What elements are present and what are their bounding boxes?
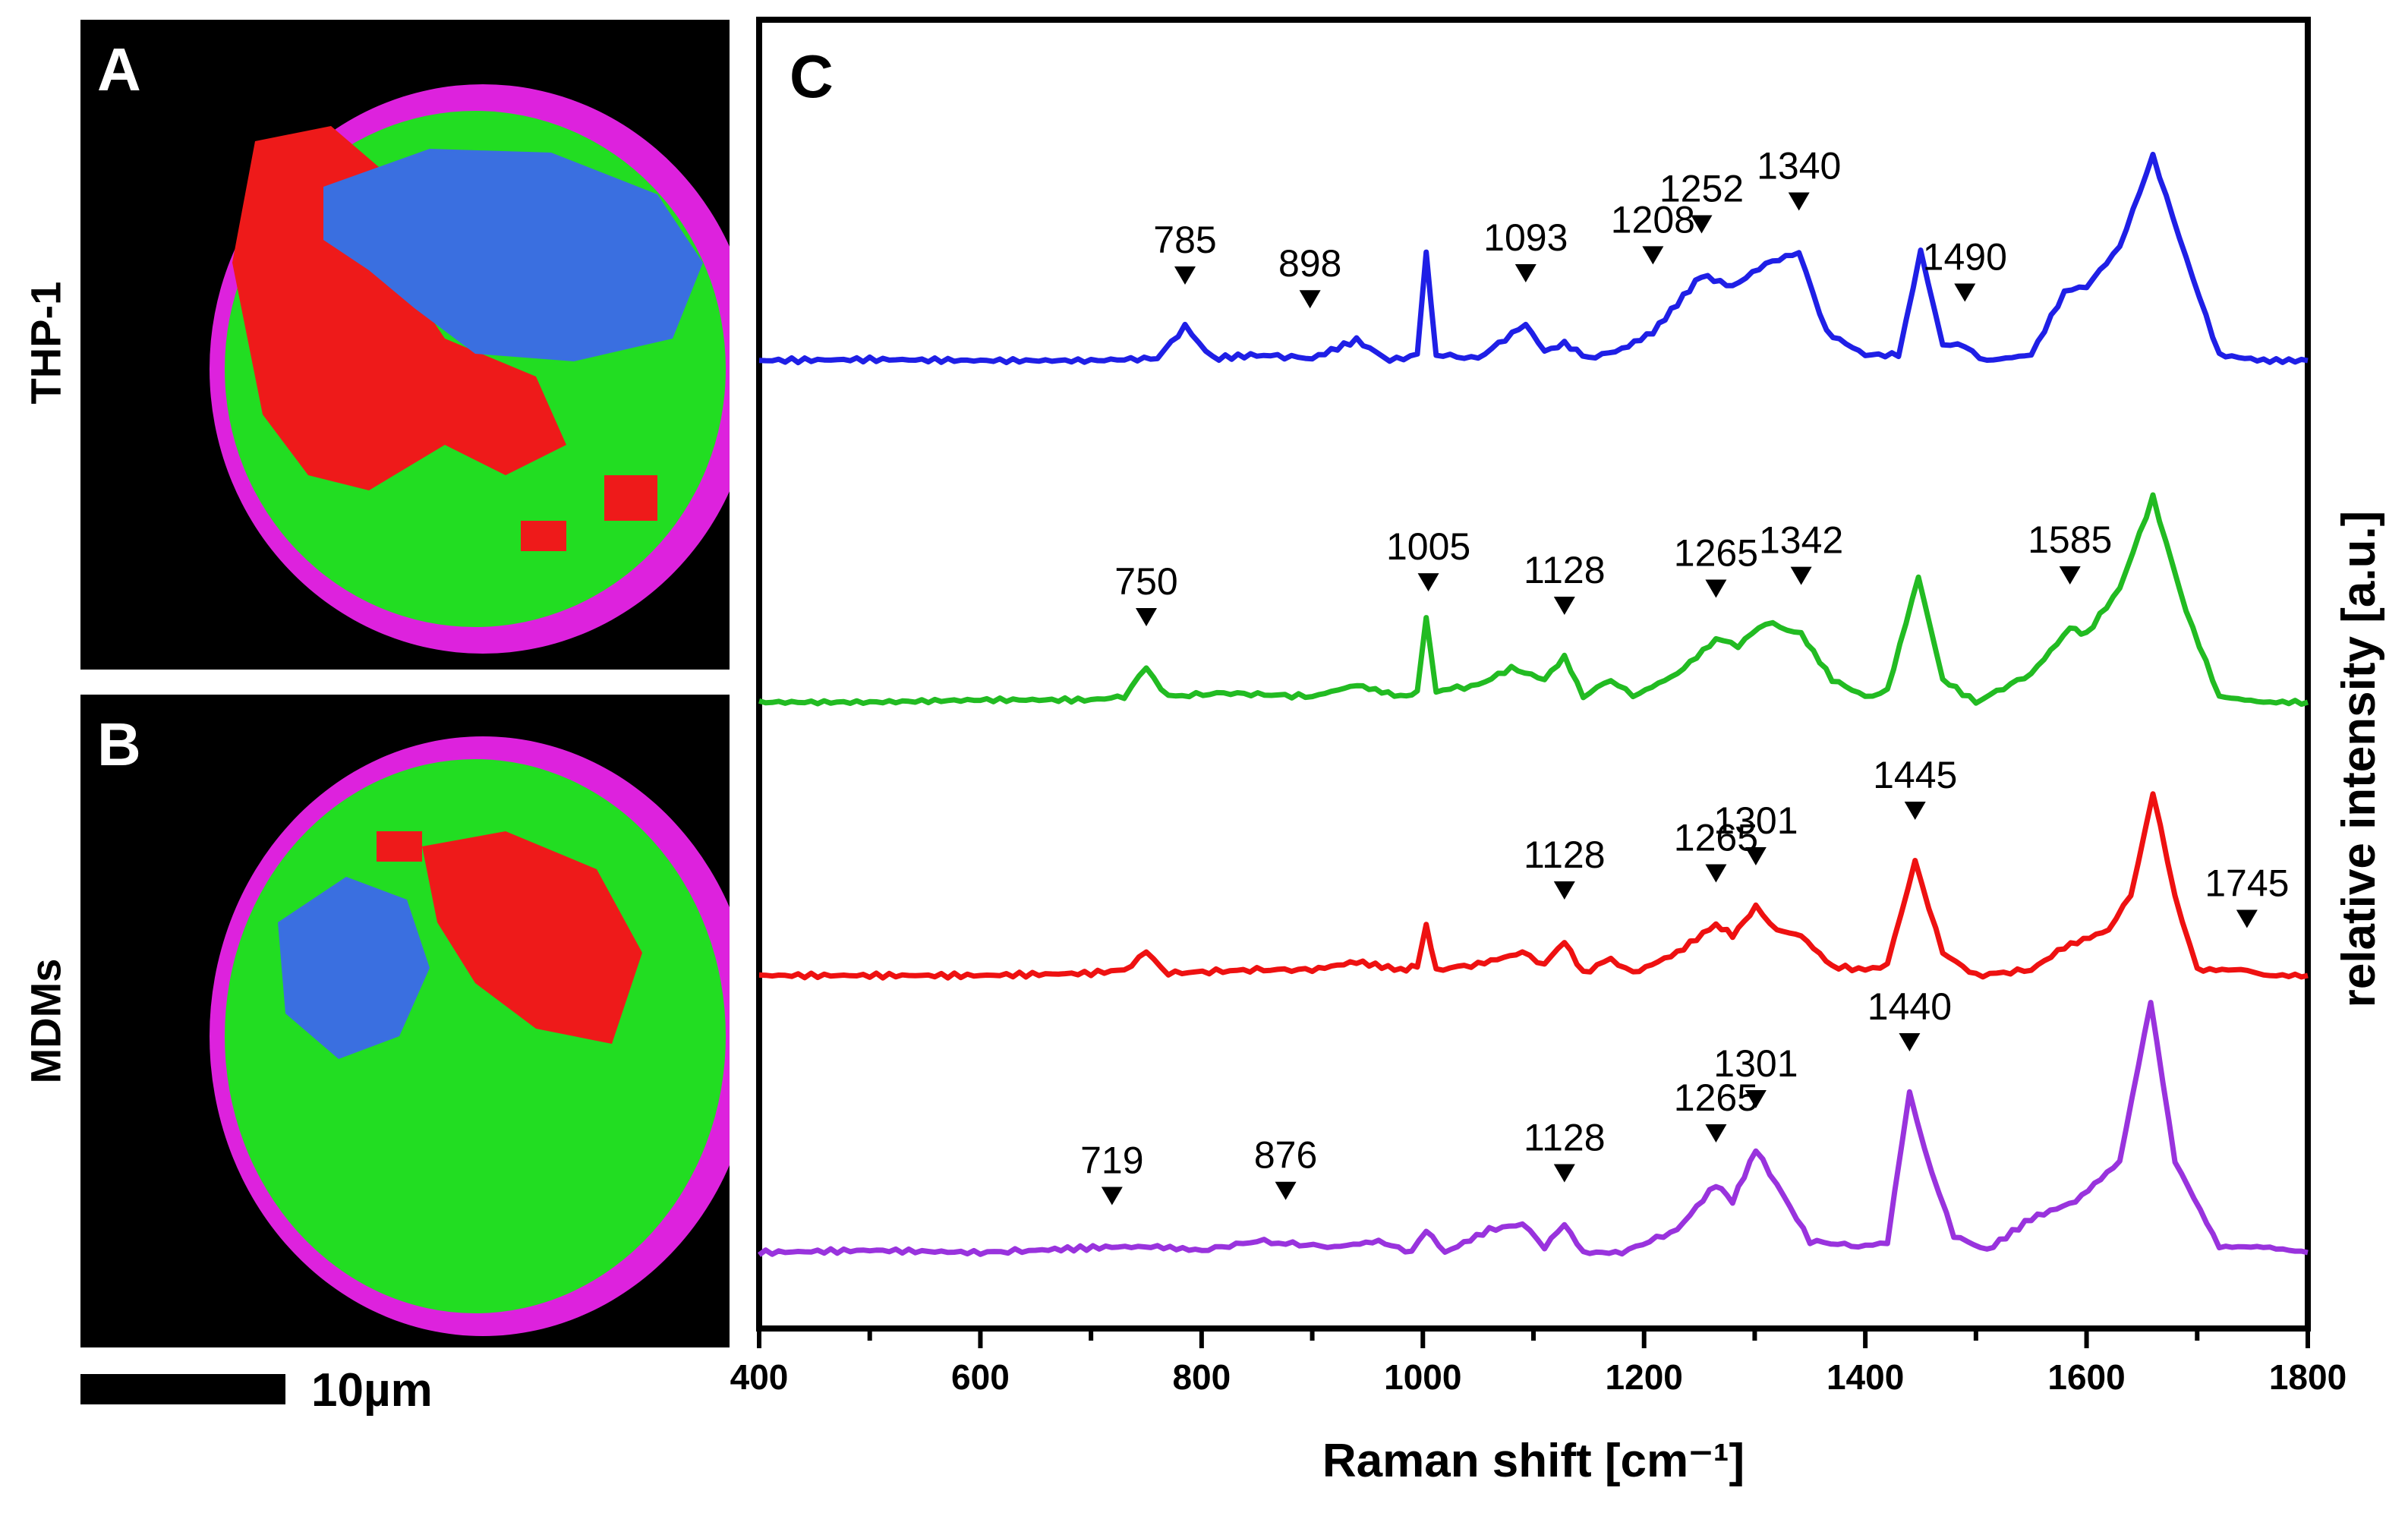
x-tick-label-1200: 1200 <box>1606 1357 1683 1397</box>
peak-label-s1-3: 1093 <box>1483 216 1568 259</box>
y-axis-title: relative intensity [a.u.] <box>2333 511 2385 1008</box>
panel-a-raman-map: A <box>80 20 730 670</box>
panel-b-lipid-red <box>422 831 642 1044</box>
panel-b-raman-map: B <box>80 695 730 1347</box>
peak-label-s1-7: 1490 <box>1923 236 2007 279</box>
panel-b-map-image <box>210 736 730 1336</box>
x-axis: 400 600 800 1000 1200 1400 1600 1800 <box>730 1328 2347 1397</box>
panel-a-red-spot <box>604 475 657 521</box>
panel-b-nucleus <box>278 877 430 1059</box>
peak-label-s2-2: 1005 <box>1386 525 1470 568</box>
peak-label-s1-2: 898 <box>1278 242 1341 285</box>
peak-marker-s2-4 <box>1705 579 1727 598</box>
x-tick-label-1000: 1000 <box>1384 1357 1461 1397</box>
peak-label-s2-6: 1585 <box>2028 518 2112 561</box>
peak-marker-s1-7 <box>1954 283 1976 302</box>
peak-marker-s4-1 <box>1101 1187 1123 1206</box>
x-tick-label-400: 400 <box>730 1357 789 1397</box>
peak-marker-s2-5 <box>1790 566 1812 585</box>
peak-marker-s3-2 <box>1705 864 1727 883</box>
peak-marker-s4-6 <box>1899 1033 1921 1051</box>
peak-marker-s3-1 <box>1553 881 1575 900</box>
peak-marker-s2-6 <box>2059 566 2081 585</box>
panel-a-red-spot-2 <box>521 521 566 551</box>
peak-marker-s4-5 <box>1745 1090 1767 1108</box>
peak-label-s1-1: 785 <box>1153 219 1216 261</box>
peak-label-s3-5: 1745 <box>2205 862 2289 905</box>
peak-marker-s2-3 <box>1553 597 1575 615</box>
peak-marker-s4-2 <box>1275 1181 1297 1200</box>
peak-label-s4-4: 1265 <box>1674 1076 1758 1119</box>
spectrum-line-2 <box>758 492 2309 708</box>
scale-bar <box>80 1374 285 1404</box>
peak-marker-s1-3 <box>1514 264 1537 282</box>
panel-a-lipid-red <box>232 126 566 490</box>
spectrum-line-4 <box>757 1000 2309 1257</box>
peak-label-s3-4: 1445 <box>1873 754 1957 796</box>
peak-label-s1-6: 1340 <box>1757 145 1841 188</box>
peak-marker-s1-4 <box>1642 246 1664 265</box>
panel-a-nucleus <box>323 149 703 361</box>
peak-label-s3-2: 1265 <box>1674 817 1758 859</box>
peak-label-s2-4: 1265 <box>1674 532 1758 575</box>
x-tick-label-600: 600 <box>951 1357 1010 1397</box>
x-tick-label-1800: 1800 <box>2269 1357 2347 1397</box>
x-tick-label-1600: 1600 <box>2047 1357 2125 1397</box>
peak-marker-s4-3 <box>1553 1164 1575 1183</box>
peak-marker-s1-1 <box>1174 266 1196 285</box>
peak-marker-s4-4 <box>1705 1124 1727 1143</box>
peak-label-s4-3: 1128 <box>1524 1117 1606 1159</box>
peak-marker-s3-5 <box>2236 909 2258 928</box>
peak-label-s2-3: 1128 <box>1524 549 1606 591</box>
panel-b-red-spot <box>377 831 422 862</box>
peak-marker-s3-3 <box>1745 847 1767 865</box>
panel-a-label: A <box>97 36 141 103</box>
peak-label-s2-1: 750 <box>1114 560 1177 603</box>
x-tick-label-1400: 1400 <box>1826 1357 1904 1397</box>
peak-marker-s2-2 <box>1417 573 1439 592</box>
peak-label-s1-5: 1252 <box>1659 168 1744 210</box>
peak-label-s4-2: 876 <box>1254 1134 1317 1177</box>
peak-label-s4-5: 1301 <box>1713 1042 1798 1085</box>
panel-b-label: B <box>97 711 141 778</box>
spectrum-line-1 <box>758 151 2309 366</box>
panel-c-label: C <box>790 43 834 110</box>
peak-marker-s1-6 <box>1788 192 1810 211</box>
peak-marker-s3-4 <box>1904 802 1926 820</box>
spectrum-line-3 <box>758 791 2309 981</box>
peak-label-s3-1: 1128 <box>1524 834 1606 876</box>
x-tick-label-800: 800 <box>1172 1357 1231 1397</box>
panel-a-map-image <box>210 84 730 654</box>
peak-marker-s1-5 <box>1691 215 1713 234</box>
peak-marker-s2-1 <box>1136 608 1157 626</box>
peak-label-s3-3: 1301 <box>1713 799 1798 842</box>
peak-marker-s1-2 <box>1299 290 1321 309</box>
peak-label-s4-6: 1440 <box>1867 985 1952 1028</box>
x-axis-title: Raman shift [cm⁻¹] <box>1322 1435 1745 1487</box>
peak-label-s4-1: 719 <box>1080 1139 1143 1182</box>
scale-bar-label: 10µm <box>311 1364 433 1417</box>
peak-label-s1-4: 1208 <box>1611 198 1695 241</box>
peak-label-s2-5: 1342 <box>1759 519 1843 562</box>
